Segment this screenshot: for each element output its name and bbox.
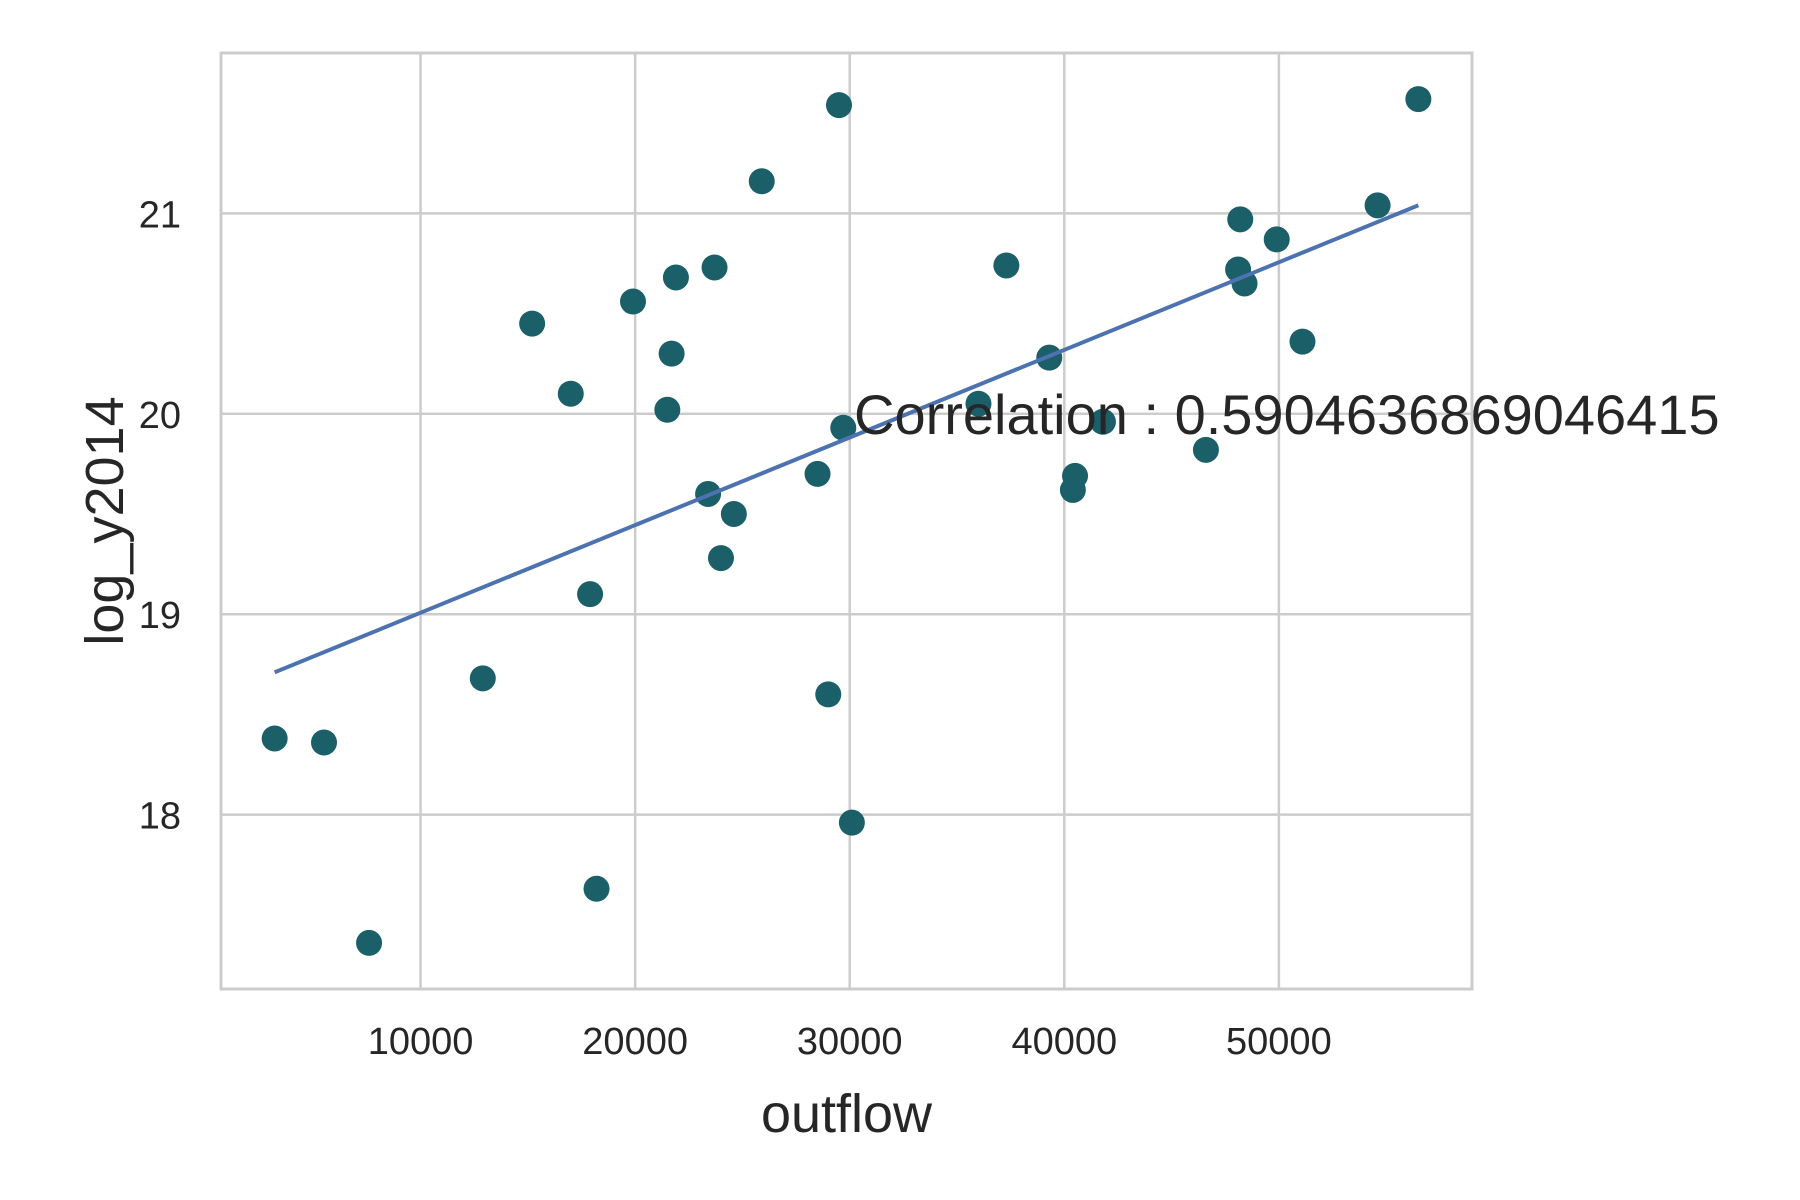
- data-point: [654, 396, 681, 423]
- data-point: [720, 500, 747, 527]
- y-tick-labels: 18 19 20 21: [139, 194, 181, 837]
- data-point: [619, 288, 646, 315]
- data-point: [310, 729, 337, 756]
- data-point: [838, 809, 865, 836]
- data-point: [815, 681, 842, 708]
- data-point: [1062, 462, 1089, 489]
- data-point: [1263, 226, 1290, 253]
- x-tick-labels: 10000 20000 30000 40000 50000: [368, 1021, 1332, 1063]
- data-point: [993, 252, 1020, 279]
- data-point: [707, 545, 734, 572]
- data-point: [748, 168, 775, 195]
- data-point: [1227, 206, 1254, 233]
- data-point: [1405, 86, 1432, 113]
- data-point: [1089, 408, 1116, 435]
- data-point: [469, 665, 496, 692]
- data-point: [662, 264, 689, 291]
- data-point: [557, 380, 584, 407]
- y-tick-label: 19: [139, 595, 181, 637]
- x-tick-label: 10000: [368, 1021, 474, 1063]
- y-axis-label: log_y2014: [75, 396, 135, 645]
- data-point: [1289, 328, 1316, 355]
- y-tick-label: 20: [139, 395, 181, 437]
- data-point: [1192, 436, 1219, 463]
- data-point: [583, 875, 610, 902]
- y-tick-label: 18: [139, 796, 181, 838]
- data-point: [1364, 192, 1391, 219]
- data-point: [825, 92, 852, 119]
- x-tick-label: 50000: [1226, 1021, 1332, 1063]
- data-point: [830, 414, 857, 441]
- data-point: [701, 254, 728, 281]
- x-axis-label: outflow: [761, 1084, 933, 1144]
- data-point: [804, 460, 831, 487]
- scatter-points: [261, 86, 1432, 956]
- y-tick-label: 21: [139, 194, 181, 236]
- x-tick-label: 30000: [797, 1021, 903, 1063]
- x-tick-label: 40000: [1011, 1021, 1117, 1063]
- data-point: [965, 390, 992, 417]
- data-point: [577, 581, 604, 608]
- regression-line: [273, 203, 1420, 675]
- data-point: [658, 340, 685, 367]
- data-point: [261, 725, 288, 752]
- x-tick-label: 20000: [582, 1021, 688, 1063]
- data-point: [356, 929, 383, 956]
- plot-frame: [219, 51, 1474, 991]
- correlation-annotation: Correlation : 0.5904636869046415: [854, 383, 1720, 446]
- data-point: [519, 310, 546, 337]
